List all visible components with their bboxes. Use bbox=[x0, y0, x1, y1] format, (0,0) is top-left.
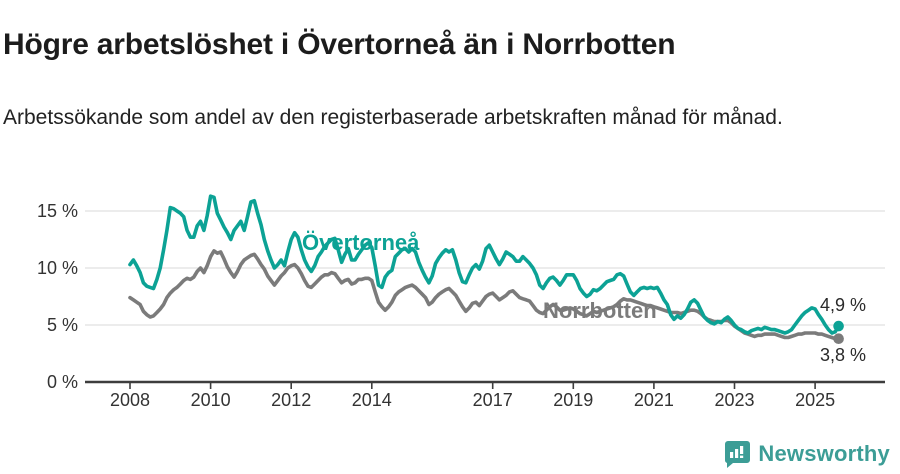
chart-subtitle: Arbetssökande som andel av den registerb… bbox=[3, 106, 783, 129]
x-tick-label: 2014 bbox=[352, 390, 392, 410]
page-title: Högre arbetslöshet i Övertorneå än i Nor… bbox=[3, 28, 676, 62]
newsworthy-wordmark: Newsworthy bbox=[758, 441, 890, 466]
y-tick-label: 15 % bbox=[37, 201, 78, 221]
end-value-label-overtornea: 4,9 % bbox=[820, 295, 866, 315]
logo-exclamation-bar bbox=[740, 446, 744, 454]
x-tick-label: 2019 bbox=[553, 390, 593, 410]
x-tick-label: 2012 bbox=[271, 390, 311, 410]
series-end-dot-overtornea bbox=[833, 320, 844, 332]
y-tick-label: 10 % bbox=[37, 258, 78, 278]
logo-bar-1 bbox=[730, 452, 734, 458]
y-tick-label: 0 % bbox=[47, 372, 78, 392]
x-tick-label: 2010 bbox=[191, 390, 231, 410]
series-end-dot-norrbotten bbox=[833, 333, 844, 345]
x-tick-label: 2023 bbox=[714, 390, 754, 410]
series-line-overtornea bbox=[128, 194, 841, 335]
x-tick-label: 2025 bbox=[795, 390, 835, 410]
x-tick-label: 2008 bbox=[110, 390, 150, 410]
logo-exclamation-dot bbox=[740, 455, 744, 458]
series-label-norrbotten: Norrbotten bbox=[543, 298, 657, 323]
logo-bar-2 bbox=[735, 449, 739, 458]
newsworthy-brand: Newsworthy bbox=[724, 440, 890, 468]
end-value-label-norrbotten: 3,8 % bbox=[820, 345, 866, 365]
y-tick-label: 5 % bbox=[47, 315, 78, 335]
x-tick-label: 2017 bbox=[473, 390, 513, 410]
newsworthy-logo-icon bbox=[725, 441, 751, 468]
x-tick-label: 2021 bbox=[634, 390, 674, 410]
series-label-overtornea: Övertorneå bbox=[302, 230, 420, 255]
